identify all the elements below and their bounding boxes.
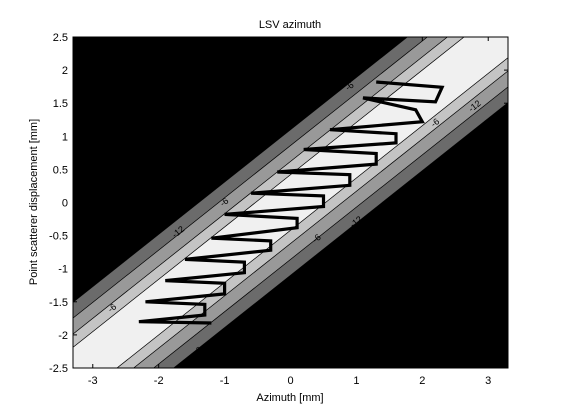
y-tick-label: -2 (58, 330, 68, 342)
y-tick-label: -2.5 (49, 363, 68, 375)
x-tick-label: -2 (154, 375, 164, 387)
contour-band (73, 37, 508, 368)
y-tick-label: -1 (58, 264, 68, 276)
contour-line (73, 37, 428, 319)
y-tick-label: 1 (62, 131, 68, 143)
y-tick-label: -1.5 (49, 297, 68, 309)
y-axis-ticks: -2.5 -2 -1.5 -1 -0.5 0 0.5 1 1.5 2 2.5 (49, 32, 508, 375)
contour-line (116, 57, 508, 368)
contour-line (73, 37, 448, 335)
contour-bands (73, 37, 508, 368)
y-tick-label: -0.5 (49, 231, 68, 243)
contour-line (173, 102, 508, 368)
x-tick-label: 0 (287, 375, 293, 387)
displacement-trace (138, 80, 445, 325)
x-tick-label: -3 (88, 375, 98, 387)
x-tick-label: 3 (485, 375, 491, 387)
contour-lines (73, 37, 508, 368)
y-tick-label: 2.5 (53, 32, 68, 44)
y-tick-label: 0 (62, 198, 68, 210)
x-axis-ticks: -3 -2 -1 0 1 2 3 (88, 37, 491, 387)
x-axis-label: Azimuth [mm] (256, 392, 323, 404)
contour-line (153, 86, 508, 368)
y-tick-label: 0.5 (53, 164, 68, 176)
chart-title: LSV azimuth (259, 19, 321, 31)
plot-area: -6-6-6-6-6-6-12-12-12-12-12-24-24-24-24-… (73, 37, 508, 368)
contour-line (73, 37, 465, 348)
x-tick-label: 2 (419, 375, 425, 387)
x-tick-label: 1 (353, 375, 359, 387)
y-tick-label: 1.5 (53, 98, 68, 110)
contour-line (133, 70, 508, 368)
displacement-trace-layer (138, 80, 445, 325)
y-axis-label: Point scatterer displacement [mm] (28, 119, 40, 285)
y-tick-label: 2 (62, 65, 68, 77)
contour-line (73, 37, 408, 303)
x-tick-label: -1 (220, 375, 230, 387)
